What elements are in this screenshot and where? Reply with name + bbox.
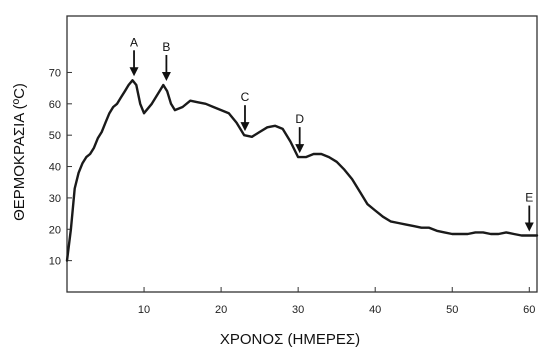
- marker-label: C: [241, 90, 250, 104]
- marker-label: E: [525, 191, 533, 205]
- y-tick-label: 50: [49, 130, 61, 142]
- plot-area-frame: [66, 15, 538, 293]
- y-tick-label: 60: [49, 99, 61, 111]
- y-tick-label: 10: [49, 256, 61, 268]
- x-tick-label: 30: [292, 304, 304, 316]
- x-tick-label: 10: [138, 304, 150, 316]
- y-axis-ticks: 10 20 30 40 50 60 70: [49, 67, 72, 268]
- marker-label: A: [130, 35, 138, 49]
- marker-arrow-head: [161, 72, 171, 81]
- event-markers: A B C D E: [129, 35, 534, 232]
- x-axis-title: ΧΡΟΝΟΣ (ΗΜΕΡΕΣ): [220, 331, 360, 348]
- marker-arrow-head: [524, 222, 534, 232]
- y-tick-label: 70: [49, 67, 61, 79]
- x-axis-ticks: 10 20 30 40 50 60: [138, 287, 535, 316]
- x-tick-label: 40: [369, 304, 381, 316]
- y-axis-title: ΘΕΡΜΟΚΡΑΣΙΑ (ºC): [11, 83, 28, 221]
- marker-arrow-head: [129, 67, 139, 77]
- marker-arrow-head: [240, 122, 250, 132]
- x-tick-label: 60: [523, 304, 535, 316]
- y-tick-label: 40: [49, 162, 61, 174]
- y-tick-label: 30: [49, 193, 61, 205]
- temperature-series-line: [65, 79, 539, 262]
- x-tick-label: 20: [215, 304, 227, 316]
- marker-label: B: [162, 40, 170, 54]
- marker-arrow-head: [295, 144, 305, 154]
- marker-label: D: [295, 112, 304, 126]
- y-tick-label: 20: [49, 224, 61, 236]
- x-tick-label: 50: [446, 304, 458, 316]
